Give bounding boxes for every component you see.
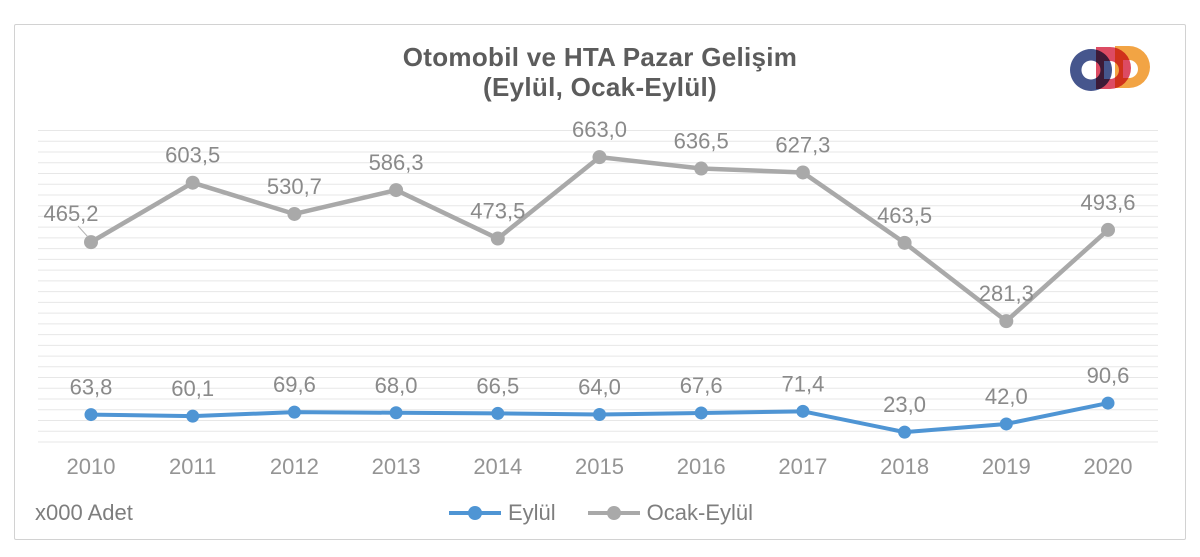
data-label: 64,0 (578, 375, 621, 400)
data-label: 530,7 (267, 174, 322, 199)
data-label: 663,0 (572, 117, 627, 142)
data-point (186, 409, 200, 423)
data-point (287, 405, 301, 419)
data-point (593, 408, 606, 422)
data-label: 465,2 (43, 201, 98, 226)
odd-logo-letter-o (1070, 49, 1113, 91)
data-point (389, 183, 404, 198)
data-point (796, 404, 810, 418)
data-point (898, 425, 912, 439)
data-point (287, 206, 302, 221)
legend-item-ocak-eylul: Ocak-Eylül (586, 500, 753, 526)
data-label: 71,4 (781, 371, 824, 396)
data-point (999, 314, 1014, 329)
data-label: 60,1 (171, 376, 214, 401)
data-label: 603,5 (165, 143, 220, 168)
data-point (84, 408, 98, 422)
x-axis-label: 2011 (169, 454, 216, 479)
data-label: 66,5 (476, 373, 519, 398)
x-axis-label: 2020 (1084, 454, 1133, 479)
legend-label-eylul: Eylül (507, 500, 556, 525)
legend-label-ocak-eylul: Ocak-Eylül (646, 500, 754, 525)
odd-logo-icon (1070, 46, 1150, 91)
data-point (84, 235, 98, 250)
data-point (389, 406, 403, 420)
data-label: 627,3 (775, 132, 830, 157)
legend-marker-eylul (448, 506, 501, 520)
data-point (1101, 396, 1115, 410)
data-label: 473,5 (470, 199, 525, 224)
x-axis-label: 2015 (575, 454, 624, 479)
legend: Eylül Ocak-Eylül (0, 500, 1200, 526)
x-axis-label: 2010 (67, 454, 116, 479)
unit-note: x000 Adet (35, 500, 133, 525)
data-point (999, 417, 1013, 431)
x-axis-label: 2014 (473, 454, 522, 479)
x-axis-label: 2019 (982, 454, 1031, 479)
data-point (795, 165, 810, 180)
data-label: 463,5 (877, 203, 932, 228)
x-axis-label: 2018 (880, 454, 929, 479)
chart-title-block: Otomobil ve HTA Pazar Gelişim (Eylül, Oc… (0, 42, 1200, 102)
chart-title: Otomobil ve HTA Pazar Gelişim (402, 42, 798, 72)
data-point (897, 235, 912, 250)
data-label: 636,5 (674, 129, 729, 154)
data-point (491, 406, 505, 420)
legend-item-eylul: Eylül (447, 500, 556, 526)
data-label: 493,6 (1080, 190, 1135, 215)
data-point (185, 175, 200, 190)
data-point (694, 406, 708, 420)
data-label: 42,0 (985, 384, 1028, 409)
data-label: 23,0 (883, 392, 926, 417)
data-label: 69,6 (273, 372, 316, 397)
data-label: 68,0 (375, 373, 418, 398)
data-point (694, 161, 709, 176)
label-leader-line (77, 225, 89, 238)
x-axis-label: 2012 (270, 454, 319, 479)
chart-frame (14, 24, 1186, 540)
x-axis-label: 2016 (677, 454, 726, 479)
data-label: 63,8 (70, 375, 113, 400)
data-label: 90,6 (1087, 363, 1130, 388)
data-point (490, 231, 505, 246)
legend-marker-ocak-eylul (587, 506, 640, 520)
data-label: 586,3 (369, 150, 424, 175)
chart-subtitle: (Eylül, Ocak-Eylül) (483, 72, 717, 102)
data-point (1101, 222, 1115, 237)
x-axis-label: 2017 (778, 454, 827, 479)
data-point (592, 150, 607, 165)
x-axis-label: 2013 (372, 454, 421, 479)
series-line-1 (88, 154, 1111, 324)
data-label: 281,3 (979, 281, 1034, 306)
data-label: 67,6 (680, 373, 723, 398)
